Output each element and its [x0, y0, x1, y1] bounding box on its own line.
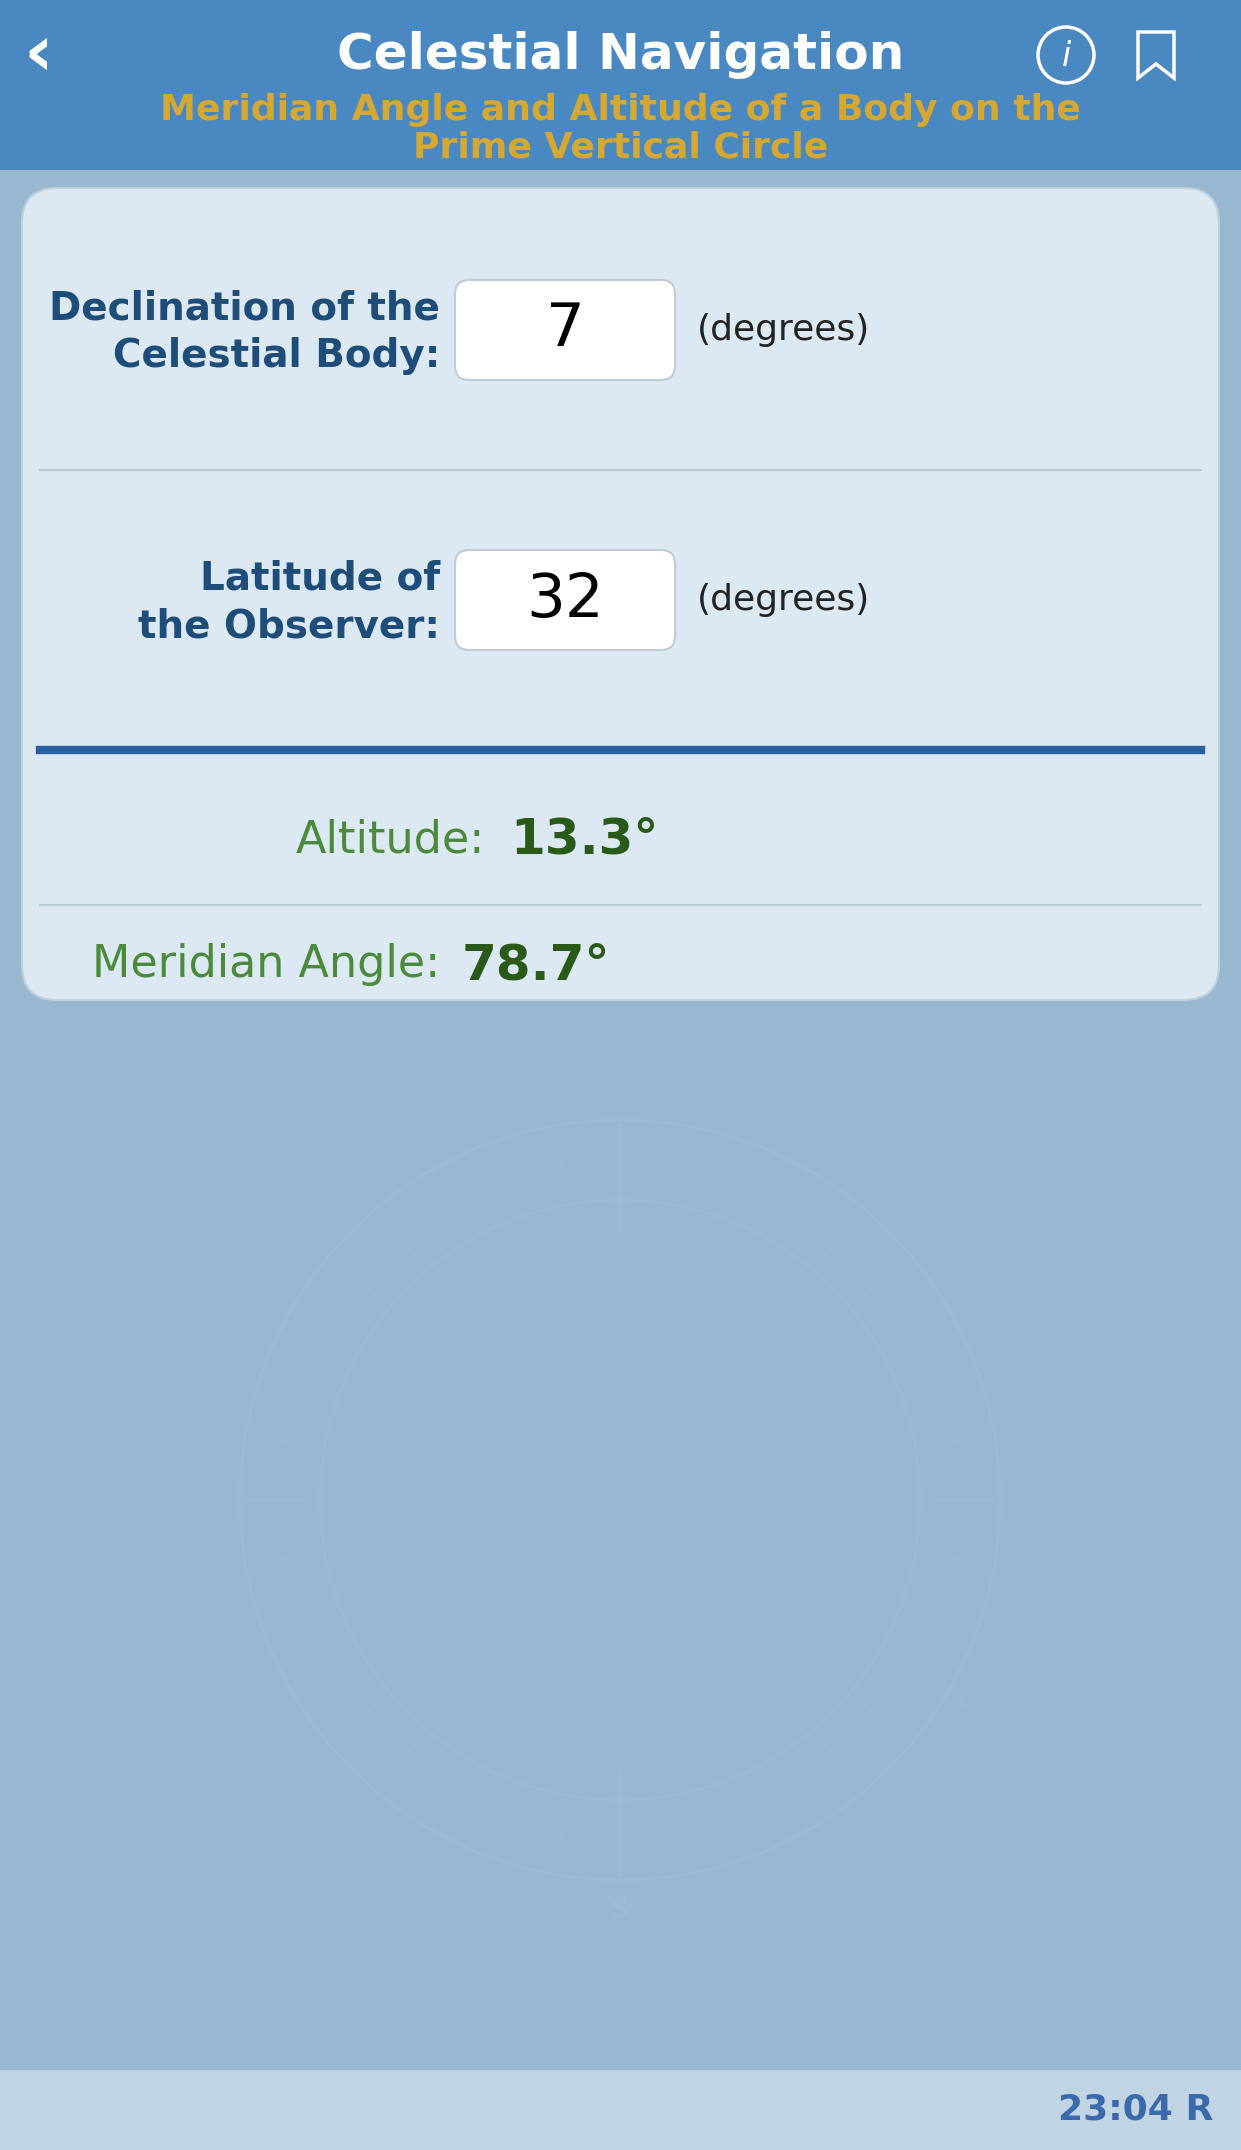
Text: (degrees): (degrees): [697, 314, 870, 346]
Text: Altitude:: Altitude:: [295, 819, 485, 862]
Text: S: S: [609, 1896, 630, 1924]
Text: 23:04 R: 23:04 R: [1057, 2092, 1212, 2126]
Text: 180: 180: [607, 1894, 633, 1909]
Text: 30: 30: [813, 1144, 830, 1159]
Text: 32: 32: [526, 570, 604, 630]
Text: ‹: ‹: [24, 22, 53, 90]
Text: i: i: [1061, 41, 1071, 73]
Text: (degrees): (degrees): [697, 583, 870, 617]
Text: 300: 300: [258, 1292, 285, 1305]
FancyBboxPatch shape: [22, 187, 1219, 1000]
Text: 240: 240: [258, 1694, 285, 1707]
Text: 270: 270: [205, 1492, 231, 1507]
Text: Meridian Angle:: Meridian Angle:: [92, 944, 441, 987]
FancyBboxPatch shape: [455, 280, 675, 381]
Text: 7: 7: [546, 301, 585, 359]
Text: 210: 210: [406, 1840, 432, 1855]
Text: 90: 90: [1013, 1492, 1031, 1507]
Text: 0: 0: [616, 1090, 624, 1105]
FancyBboxPatch shape: [455, 550, 675, 649]
Text: 150: 150: [808, 1840, 834, 1855]
Text: 330: 330: [406, 1144, 432, 1159]
Bar: [0, 2070, 1241, 2150]
Text: the Observer:: the Observer:: [138, 606, 441, 645]
Text: 60: 60: [959, 1292, 977, 1305]
Bar: [0, 0, 1241, 170]
Text: Declination of the: Declination of the: [50, 288, 441, 327]
Text: 120: 120: [956, 1694, 982, 1707]
Text: Meridian Angle and Altitude of a Body on the: Meridian Angle and Altitude of a Body on…: [160, 92, 1081, 127]
Text: 13.3°: 13.3°: [510, 817, 659, 864]
Text: Celestial Navigation: Celestial Navigation: [336, 30, 905, 80]
Text: Latitude of: Latitude of: [200, 559, 441, 598]
Text: 78.7°: 78.7°: [462, 942, 611, 989]
Text: Celestial Body:: Celestial Body:: [113, 338, 441, 374]
Text: Prime Vertical Circle: Prime Vertical Circle: [413, 131, 828, 166]
